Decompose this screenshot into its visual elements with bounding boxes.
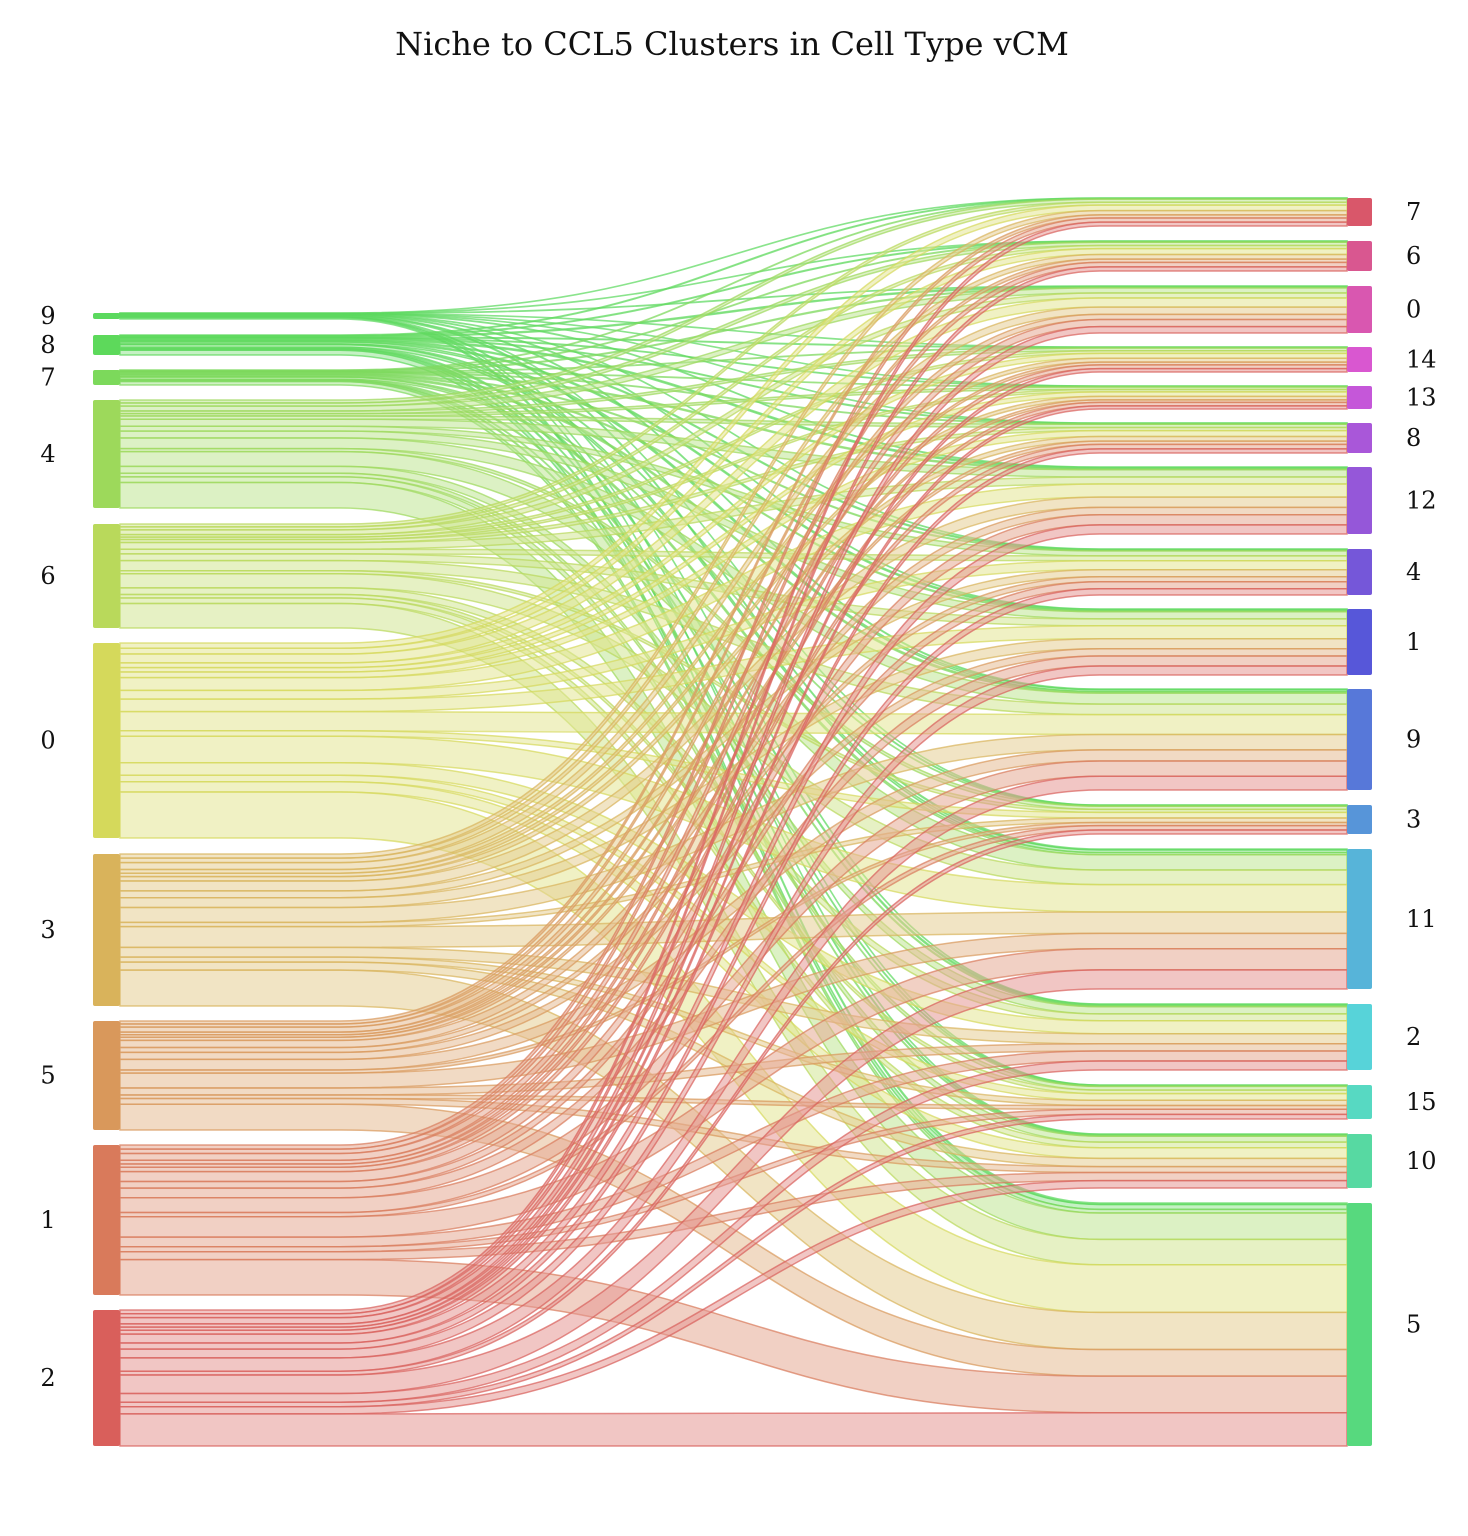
link-2-to-0 <box>119 325 1348 1325</box>
right-node-label: 11 <box>1406 905 1437 933</box>
right-node-0 <box>1347 286 1372 333</box>
right-node-14 <box>1347 347 1372 372</box>
right-node-5 <box>1347 1203 1372 1446</box>
left-node-7 <box>93 370 120 385</box>
left-node-5 <box>93 1021 120 1130</box>
link-2-to-6 <box>119 266 1348 1319</box>
right-node-label: 12 <box>1406 487 1437 515</box>
right-node-label: 2 <box>1406 1023 1421 1051</box>
right-node-8 <box>1347 423 1372 453</box>
right-node-4 <box>1347 549 1372 595</box>
left-node-2 <box>93 1310 120 1446</box>
right-node-3 <box>1347 805 1372 834</box>
left-node-label: 4 <box>40 440 55 468</box>
link-2-to-1 <box>119 665 1348 1359</box>
right-node-label: 14 <box>1406 346 1437 374</box>
left-node-6 <box>93 524 120 628</box>
left-node-label: 8 <box>40 331 55 359</box>
link-2-to-4 <box>119 587 1348 1350</box>
right-node-label: 7 <box>1406 198 1421 226</box>
right-node-2 <box>1347 1004 1372 1070</box>
right-node-11 <box>1347 849 1372 989</box>
right-node-12 <box>1347 467 1372 534</box>
left-node-1 <box>93 1145 120 1295</box>
links-layer <box>119 197 1348 1447</box>
left-node-label: 9 <box>40 302 55 330</box>
right-node-label: 1 <box>1406 628 1421 656</box>
right-node-15 <box>1347 1085 1372 1119</box>
left-node-label: 6 <box>40 562 55 590</box>
left-node-0 <box>93 643 120 838</box>
right-node-9 <box>1347 689 1372 790</box>
right-node-label: 13 <box>1406 384 1437 412</box>
right-node-label: 8 <box>1406 424 1421 452</box>
right-node-label: 5 <box>1406 1311 1421 1339</box>
right-node-label: 9 <box>1406 726 1421 754</box>
right-node-13 <box>1347 386 1372 409</box>
left-node-3 <box>93 854 120 1006</box>
right-node-label: 15 <box>1406 1088 1437 1116</box>
left-node-9 <box>93 313 120 319</box>
left-node-label: 3 <box>40 916 55 944</box>
left-node-4 <box>93 400 120 508</box>
left-node-8 <box>93 335 120 355</box>
link-2-to-2 <box>119 1060 1348 1403</box>
chart-title: Niche to CCL5 Clusters in Cell Type vCM <box>395 25 1069 63</box>
right-node-label: 0 <box>1406 296 1421 324</box>
right-node-10 <box>1347 1134 1372 1188</box>
right-node-label: 3 <box>1406 806 1421 834</box>
link-2-to-14 <box>119 367 1348 1328</box>
right-node-label: 10 <box>1406 1147 1437 1175</box>
link-2-to-5 <box>119 1412 1348 1447</box>
right-node-label: 4 <box>1406 558 1421 586</box>
link-2-to-8 <box>119 448 1348 1335</box>
link-2-to-11 <box>119 969 1348 1395</box>
link-2-to-15 <box>119 1113 1348 1408</box>
link-2-to-3 <box>119 829 1348 1376</box>
nodes-layer <box>93 198 1372 1446</box>
left-node-label: 0 <box>40 727 55 755</box>
link-2-to-9 <box>119 775 1348 1372</box>
right-node-label: 6 <box>1406 242 1421 270</box>
left-node-label: 1 <box>40 1206 55 1234</box>
left-node-label: 5 <box>40 1062 55 1090</box>
link-2-to-7 <box>119 221 1348 1315</box>
link-2-to-12 <box>119 524 1348 1344</box>
right-node-1 <box>1347 609 1372 675</box>
link-2-to-10 <box>119 1179 1348 1415</box>
right-node-7 <box>1347 198 1372 226</box>
left-node-label: 7 <box>40 364 55 392</box>
link-2-to-13 <box>119 405 1348 1331</box>
left-node-label: 2 <box>40 1364 55 1392</box>
right-node-6 <box>1347 241 1372 271</box>
